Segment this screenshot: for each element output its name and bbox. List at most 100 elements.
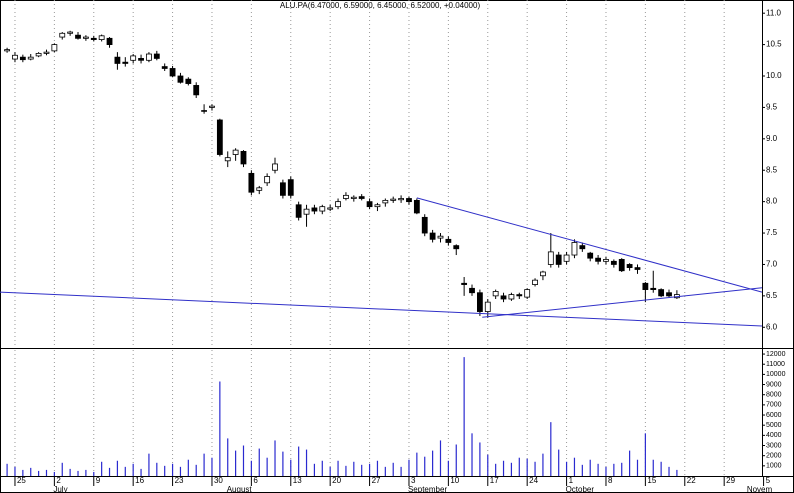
volume-bar [534, 461, 536, 476]
y-tick-label: 9.5 [766, 103, 778, 112]
candle-body [327, 207, 334, 210]
volume-bar [211, 457, 213, 476]
x-tick-label: 25 [17, 476, 26, 485]
candle-body [185, 78, 192, 84]
candle-body [406, 198, 412, 203]
candle-body [626, 264, 633, 268]
volume-bar [266, 457, 268, 476]
candle-body [634, 267, 641, 270]
y-tick-label: 7000 [766, 402, 782, 409]
candle-body [264, 176, 271, 184]
volume-bar [573, 457, 576, 476]
candle-body [658, 289, 665, 297]
candle-body [516, 294, 523, 297]
volume-bar [69, 468, 71, 476]
candle-body [90, 37, 97, 40]
volume-bar [164, 465, 166, 476]
volume-bar [384, 466, 386, 476]
volume-bar [227, 438, 229, 476]
y-tick-label: 9.0 [766, 134, 778, 143]
volume-bar [487, 454, 489, 476]
candle-body [461, 282, 468, 285]
volume-bar [471, 433, 473, 476]
volume-bar [219, 381, 221, 476]
volume-bar [179, 466, 182, 476]
volume-bar [581, 464, 583, 476]
volume-bar [38, 470, 40, 476]
candle-body [248, 172, 255, 193]
candle-body [666, 292, 672, 297]
x-tick-label: 22 [687, 476, 696, 485]
candle-body [642, 282, 649, 290]
candle-body [571, 242, 578, 256]
candle-body [35, 52, 42, 57]
x-tick-label: 13 [293, 476, 302, 485]
chart-title: ALU.PA(6.47000, 6.59000, 6.45000, 6.5200… [280, 1, 481, 10]
candle-body [27, 56, 34, 60]
candle-body [256, 187, 263, 191]
volume-bar [502, 460, 505, 476]
volume-bar [258, 448, 260, 476]
candle-body [106, 37, 113, 45]
candle-body [603, 259, 609, 262]
volume-bar [558, 449, 560, 476]
candle-body [492, 291, 499, 297]
volume-bar [195, 464, 197, 476]
candle-body [595, 257, 601, 262]
candle-body [476, 292, 483, 312]
volume-bar [14, 466, 16, 476]
candle-body [279, 182, 286, 196]
volume-bar [510, 462, 513, 476]
y-tick-label: 11000 [766, 361, 785, 368]
y-tick-label: 2000 [766, 453, 782, 460]
volume-bar [77, 470, 79, 476]
volume-bar [392, 462, 394, 476]
volume-bar [274, 440, 276, 476]
candle-body [153, 53, 160, 59]
y-tick-label: 12000 [766, 351, 786, 358]
volume-bar [589, 459, 591, 476]
volume-bar [329, 466, 331, 476]
y-tick-label: 6000 [766, 412, 782, 419]
volume-bar [156, 462, 158, 476]
candle-body [374, 204, 381, 208]
candle-body [209, 105, 215, 108]
y-tick-label: 7.0 [766, 260, 778, 269]
volume-bar [636, 459, 639, 476]
candle-body [555, 254, 562, 265]
volume-bar [605, 466, 607, 476]
volume-bar [305, 449, 308, 476]
volume-bar [644, 433, 646, 476]
candle-body [161, 66, 168, 69]
candle-body [287, 179, 294, 196]
candle-body [343, 194, 349, 199]
candle-body [67, 31, 74, 34]
y-tick-label: 7.5 [766, 228, 778, 237]
volume-bar [187, 459, 189, 476]
candle-body [232, 149, 239, 155]
month-label: July [53, 485, 67, 493]
y-tick-label: 6.0 [766, 322, 778, 331]
volume-bar [432, 450, 434, 476]
x-tick-label: 5 [766, 476, 771, 485]
volume-bar [45, 469, 48, 476]
trend-line [0, 291, 763, 327]
candle-body [358, 196, 365, 199]
candle-body [469, 287, 475, 294]
candle-body [453, 245, 460, 250]
candle-body [177, 75, 184, 83]
candle-body [224, 157, 231, 162]
volume-bar [660, 461, 662, 476]
candle-body [272, 163, 278, 171]
candle-body [4, 49, 10, 52]
y-tick-label: 8000 [766, 392, 782, 399]
volume-bar [518, 457, 520, 476]
y-tick-label: 10.0 [766, 71, 782, 80]
candle-body [82, 36, 89, 39]
volume-bar [171, 463, 174, 476]
y-tick-label: 8.0 [766, 197, 778, 206]
candle-body [563, 254, 570, 262]
volume-bar [652, 459, 654, 476]
